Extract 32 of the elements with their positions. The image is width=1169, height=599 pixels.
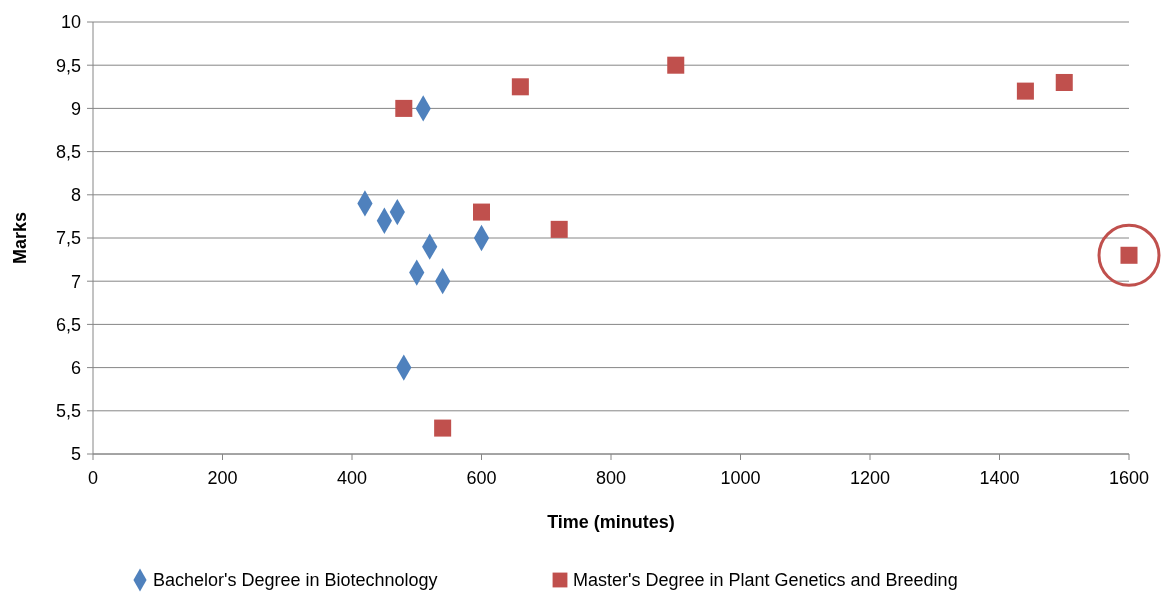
y-tick-label: 10 [60,12,81,33]
x-axis-title: Time (minutes) [547,512,675,532]
y-tick-label: 6,5 [55,314,81,335]
y-tick-label: 9,5 [55,55,81,76]
point [550,220,568,238]
x-tick-label: 600 [466,468,497,488]
y-tick-label: 9 [70,98,81,119]
point [1055,73,1073,91]
y-axis-title: Marks [10,211,30,265]
point [511,78,529,96]
y-tick-label: 7 [70,271,81,292]
y-tick-label: 5,5 [55,401,81,422]
point [472,203,491,221]
y-tick-label: 5 [70,444,81,465]
y-tick-label: 8,5 [55,141,81,162]
point [1016,82,1034,100]
x-tick-label: 400 [336,468,368,488]
point [434,419,452,437]
x-tick-label: 1600 [1108,468,1150,488]
x-tick-label: 1000 [720,468,761,488]
x-tick-label: 200 [207,468,238,488]
legend-label: Bachelor's Degree in Biotechnology [153,570,438,591]
y-tick-label: 7,5 [55,228,81,249]
x-tick-label: 1200 [849,468,891,488]
x-tick-label: 1400 [979,468,1020,488]
x-tick-label: 0 [87,468,99,488]
y-tick-label: 8 [70,185,81,206]
legend-label: Master's Degree in Plant Genetics and Breeding [573,570,958,591]
y-tick-label: 6 [70,357,81,378]
point [395,99,413,117]
point [667,56,685,74]
x-tick-label: 800 [595,468,627,488]
